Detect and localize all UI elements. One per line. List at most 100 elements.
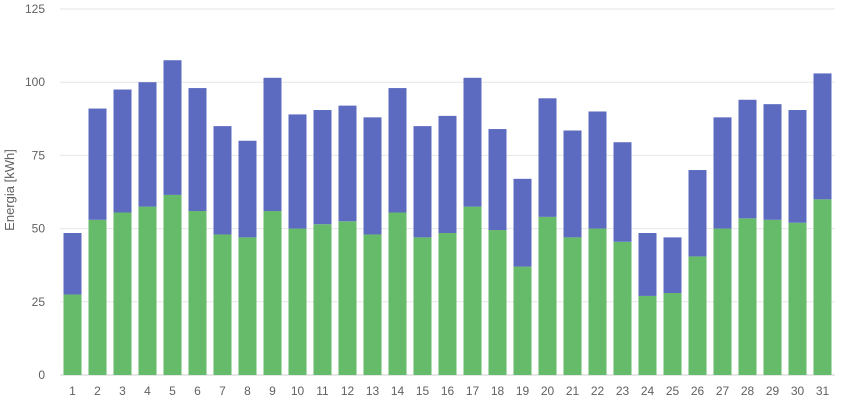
- bar-segment-lower[interactable]: [488, 230, 507, 375]
- bar-segment-lower[interactable]: [113, 212, 132, 376]
- x-tick-label: 12: [341, 384, 355, 398]
- x-tick-label: 22: [591, 384, 605, 398]
- bar-segment-upper[interactable]: [613, 142, 632, 242]
- bar-segment-upper[interactable]: [88, 108, 107, 220]
- bar-segment-lower[interactable]: [338, 221, 357, 375]
- y-tick-label: 100: [25, 75, 45, 89]
- bar-segment-upper[interactable]: [638, 232, 657, 296]
- bar-segment-lower[interactable]: [263, 211, 282, 375]
- bar-segment-upper[interactable]: [138, 82, 157, 207]
- x-tick-label: 11: [316, 384, 329, 398]
- bar-segment-lower[interactable]: [363, 234, 382, 375]
- y-tick-label: 0: [38, 368, 45, 382]
- bar-segment-lower[interactable]: [563, 237, 582, 375]
- bar-segment-upper[interactable]: [713, 117, 732, 229]
- bar-segment-lower[interactable]: [63, 294, 82, 375]
- bar-segment-lower[interactable]: [763, 219, 782, 375]
- bar-segment-upper[interactable]: [238, 140, 257, 238]
- bar-segment-upper[interactable]: [688, 170, 707, 257]
- bar-segment-lower[interactable]: [663, 293, 682, 375]
- bar-segment-lower[interactable]: [138, 206, 157, 375]
- bar-segment-upper[interactable]: [663, 237, 682, 294]
- x-tick-label: 16: [441, 384, 455, 398]
- x-tick-label: 14: [391, 384, 405, 398]
- y-axis-ticks: 0 25 50 75 100 125: [25, 2, 45, 382]
- x-tick-label: 26: [691, 384, 705, 398]
- x-tick-label: 15: [416, 384, 430, 398]
- bar-segment-lower[interactable]: [388, 212, 407, 376]
- bar-segment-lower[interactable]: [463, 206, 482, 375]
- x-tick-label: 8: [244, 384, 251, 398]
- bar-segment-upper[interactable]: [338, 105, 357, 222]
- bar-segment-upper[interactable]: [538, 98, 557, 217]
- x-tick-label: 6: [194, 384, 201, 398]
- bar-segment-upper[interactable]: [388, 88, 407, 213]
- x-axis-ticks: 1 2 3 4 5 6 7 8 9 10 11 12 13 14 15 16 17 18 19 20 21 22 23 24 2…: [69, 384, 829, 398]
- bar-segment-lower[interactable]: [213, 234, 232, 375]
- y-axis-title: Energia [kWh]: [2, 149, 17, 231]
- bar-segment-lower[interactable]: [638, 295, 657, 375]
- bar-segment-upper[interactable]: [188, 88, 207, 212]
- x-tick-label: 25: [666, 384, 680, 398]
- x-tick-label: 17: [466, 384, 480, 398]
- bar-segment-lower[interactable]: [513, 266, 532, 375]
- x-tick-label: 30: [791, 384, 805, 398]
- y-tick-label: 125: [25, 2, 45, 16]
- bar-segment-upper[interactable]: [813, 73, 832, 200]
- x-tick-label: 28: [741, 384, 755, 398]
- bar-segment-upper[interactable]: [788, 110, 807, 223]
- x-tick-label: 24: [641, 384, 655, 398]
- bar-segment-lower[interactable]: [188, 211, 207, 375]
- x-tick-label: 29: [766, 384, 780, 398]
- x-tick-label: 27: [716, 384, 730, 398]
- bar-segment-upper[interactable]: [513, 178, 532, 267]
- bar-segment-lower[interactable]: [413, 237, 432, 375]
- bar-segment-upper[interactable]: [213, 126, 232, 235]
- bar-segment-upper[interactable]: [163, 60, 182, 195]
- bar-segment-upper[interactable]: [413, 126, 432, 238]
- bar-segment-upper[interactable]: [463, 77, 482, 207]
- x-tick-label: 3: [119, 384, 126, 398]
- x-tick-label: 13: [366, 384, 380, 398]
- bar-segment-lower[interactable]: [163, 194, 182, 375]
- x-tick-label: 23: [616, 384, 630, 398]
- bar-segment-lower[interactable]: [438, 232, 457, 375]
- bar-segment-lower[interactable]: [788, 222, 807, 375]
- bar-segment-lower[interactable]: [713, 228, 732, 375]
- bar-segment-lower[interactable]: [813, 199, 832, 375]
- bar-segment-upper[interactable]: [438, 115, 457, 233]
- bar-segment-lower[interactable]: [538, 216, 557, 375]
- y-tick-label: 50: [32, 222, 46, 236]
- x-tick-label: 2: [94, 384, 101, 398]
- bar-segment-lower[interactable]: [238, 237, 257, 375]
- bar-segment-upper[interactable]: [488, 129, 507, 231]
- x-tick-label: 7: [219, 384, 226, 398]
- bar-segment-upper[interactable]: [63, 232, 82, 295]
- x-tick-label: 21: [566, 384, 580, 398]
- bar-segment-upper[interactable]: [288, 114, 307, 229]
- bar-segment-lower[interactable]: [88, 219, 107, 375]
- bar-segment-lower[interactable]: [288, 228, 307, 375]
- bar-segment-upper[interactable]: [263, 77, 282, 212]
- bar-segment-lower[interactable]: [313, 224, 332, 375]
- x-tick-label: 20: [541, 384, 555, 398]
- bar-segment-lower[interactable]: [588, 228, 607, 375]
- x-tick-label: 5: [169, 384, 176, 398]
- bar-segment-upper[interactable]: [763, 104, 782, 220]
- x-tick-label: 19: [516, 384, 530, 398]
- bar-segment-lower[interactable]: [738, 218, 757, 375]
- x-tick-label: 31: [816, 384, 830, 398]
- bar-segment-lower[interactable]: [613, 241, 632, 375]
- bar-segment-upper[interactable]: [313, 110, 332, 225]
- bar-segment-lower[interactable]: [688, 256, 707, 375]
- x-tick-label: 9: [269, 384, 276, 398]
- bar-segment-upper[interactable]: [113, 89, 132, 213]
- x-tick-label: 4: [144, 384, 151, 398]
- bar-segment-upper[interactable]: [738, 99, 757, 219]
- bar-segment-upper[interactable]: [363, 117, 382, 235]
- bar-segment-upper[interactable]: [563, 130, 582, 238]
- bar-segment-upper[interactable]: [588, 111, 607, 229]
- x-tick-label: 18: [491, 384, 505, 398]
